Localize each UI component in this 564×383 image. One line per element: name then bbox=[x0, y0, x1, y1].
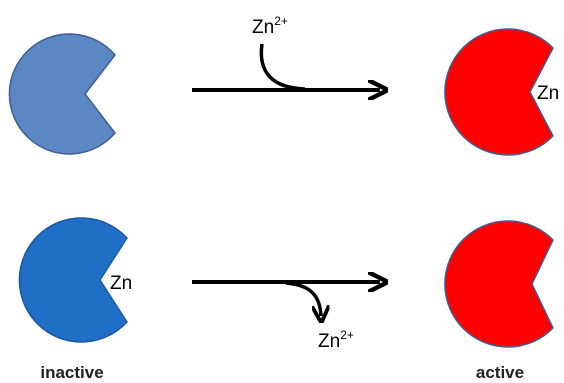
bound-ion-label: Zn bbox=[110, 273, 132, 294]
caption-inactive: inactive bbox=[40, 363, 103, 382]
ion-binding-curve bbox=[261, 44, 305, 89]
inactive-enzyme bbox=[9, 34, 115, 154]
ion-charge: 2+ bbox=[274, 14, 288, 28]
ion-symbol: Zn bbox=[252, 17, 274, 38]
caption-active: active bbox=[476, 363, 524, 382]
ion-label: Zn2+ bbox=[318, 328, 354, 352]
ion-charge: 2+ bbox=[340, 328, 354, 342]
ion-symbol: Zn bbox=[318, 331, 340, 352]
bound-ion-label: Zn bbox=[537, 83, 559, 104]
active-enzyme bbox=[445, 221, 553, 347]
ion-release-curve bbox=[286, 283, 321, 316]
ion-label: Zn2+ bbox=[252, 14, 288, 38]
diagram: Zn2+ Zn Zn Zn2+ inactive active bbox=[0, 0, 564, 383]
